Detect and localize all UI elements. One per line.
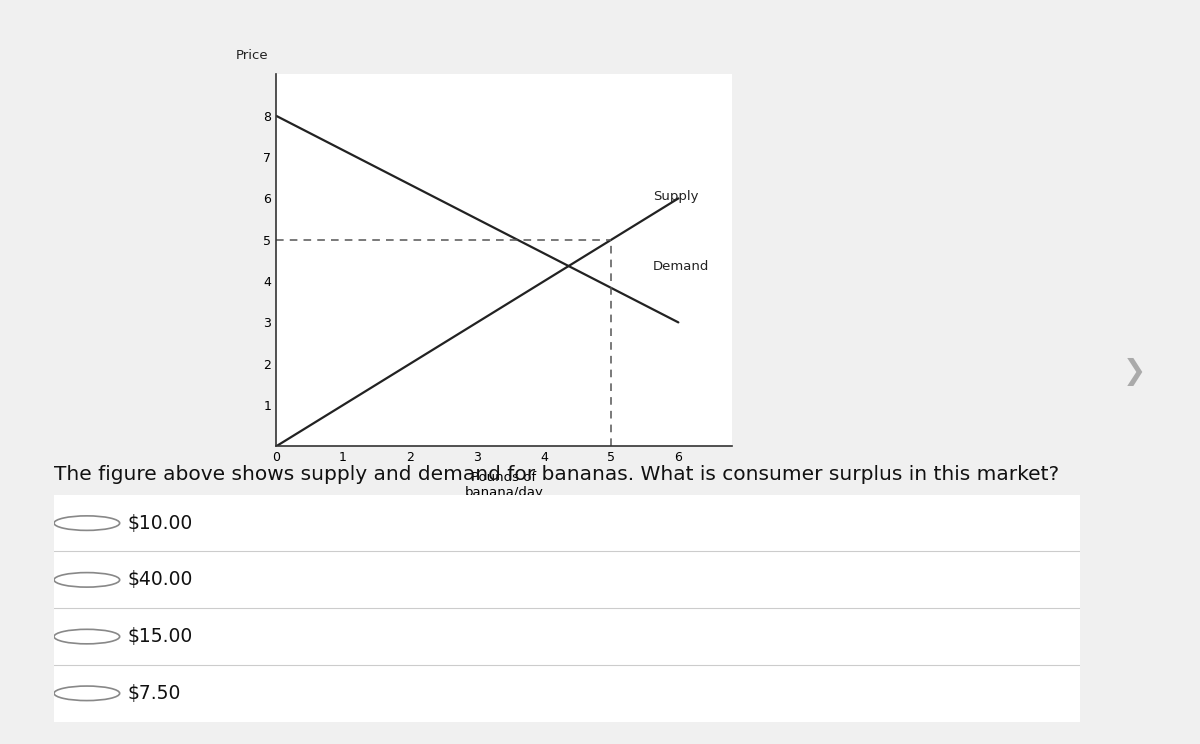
Text: The figure above shows supply and demand for bananas. What is consumer surplus i: The figure above shows supply and demand… [54, 465, 1060, 484]
Text: $7.50: $7.50 [128, 684, 181, 703]
Text: ❯: ❯ [1122, 358, 1146, 386]
Text: Demand: Demand [653, 260, 709, 273]
Text: $40.00: $40.00 [128, 571, 193, 589]
Circle shape [54, 686, 120, 701]
Text: Price: Price [235, 49, 269, 62]
Text: $15.00: $15.00 [128, 627, 193, 646]
FancyBboxPatch shape [49, 493, 1085, 723]
Circle shape [54, 629, 120, 644]
Circle shape [54, 516, 120, 530]
Text: Supply: Supply [653, 190, 698, 203]
X-axis label: Pounds of
banana/day: Pounds of banana/day [464, 471, 544, 499]
Text: $10.00: $10.00 [128, 513, 193, 533]
Circle shape [54, 573, 120, 587]
